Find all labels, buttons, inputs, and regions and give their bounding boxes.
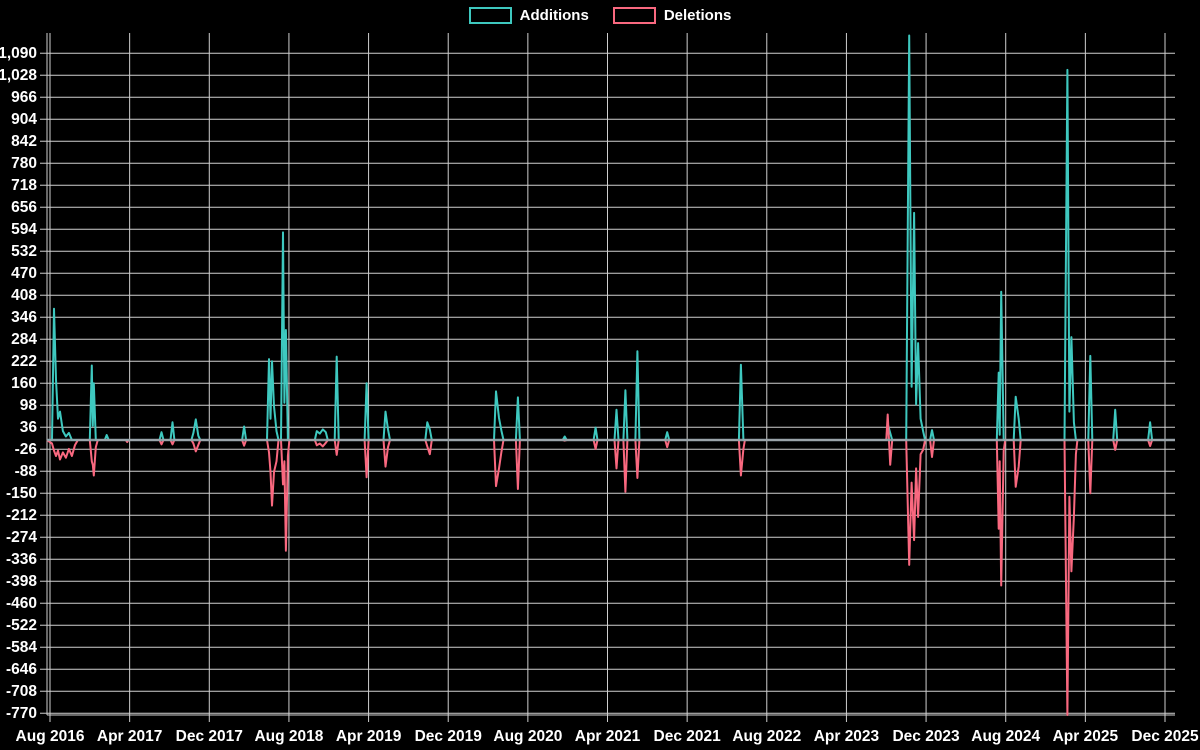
y-tick-label: 532	[11, 243, 37, 260]
y-tick-label: -212	[6, 507, 37, 524]
y-tick-label: -88	[15, 463, 38, 480]
y-tick-label: -398	[6, 573, 37, 590]
y-tick-label: 1,028	[0, 67, 37, 84]
y-tick-label: 780	[11, 155, 37, 172]
x-tick-label: Dec 2019	[415, 728, 483, 745]
x-tick-label: Aug 2020	[493, 728, 562, 745]
y-tick-label: -274	[6, 529, 37, 546]
y-tick-label: 594	[11, 221, 37, 238]
y-tick-label: 966	[11, 89, 37, 106]
y-tick-label: -150	[6, 485, 37, 502]
x-tick-label: Dec 2021	[654, 728, 722, 745]
x-tick-label: Aug 2018	[254, 728, 323, 745]
deletions-swatch-icon	[612, 7, 656, 24]
x-tick-label: Aug 2024	[971, 728, 1040, 745]
y-tick-label: 718	[11, 177, 37, 194]
y-tick-label: 842	[11, 133, 37, 150]
legend-label-additions: Additions	[519, 7, 589, 24]
y-tick-label: -584	[6, 639, 37, 656]
x-tick-label: Apr 2025	[1053, 728, 1119, 745]
x-tick-label: Dec 2017	[176, 728, 243, 745]
additions-swatch-icon	[468, 7, 512, 24]
y-tick-label: -336	[6, 551, 37, 568]
y-tick-label: 98	[20, 397, 38, 414]
y-tick-label: -708	[6, 683, 37, 700]
x-tick-label: Apr 2023	[814, 728, 880, 745]
legend: Additions Deletions	[0, 7, 1200, 24]
x-tick-label: Aug 2022	[732, 728, 801, 745]
y-tick-label: -522	[6, 617, 37, 634]
x-tick-label: Apr 2017	[97, 728, 162, 745]
y-tick-label: -26	[15, 441, 38, 458]
y-tick-label: 1,090	[0, 45, 37, 62]
y-tick-label: -770	[6, 705, 37, 722]
legend-label-deletions: Deletions	[663, 7, 732, 24]
y-tick-label: 408	[11, 287, 37, 304]
y-tick-label: 904	[11, 111, 37, 128]
y-tick-label: 222	[11, 353, 37, 370]
y-tick-label: -460	[6, 595, 37, 612]
y-tick-label: 284	[11, 331, 37, 348]
x-tick-label: Dec 2023	[892, 728, 960, 745]
x-tick-label: Apr 2019	[336, 728, 402, 745]
y-tick-label: 656	[11, 199, 37, 216]
x-tick-label: Dec 2025	[1131, 728, 1199, 745]
x-tick-label: Aug 2016	[16, 728, 85, 745]
legend-item-additions[interactable]: Additions	[468, 7, 589, 24]
x-tick-label: Apr 2021	[575, 728, 641, 745]
y-tick-label: 160	[11, 375, 37, 392]
y-tick-label: -646	[6, 661, 37, 678]
y-tick-label: 36	[20, 419, 38, 436]
y-tick-label: 346	[11, 309, 37, 326]
y-tick-label: 470	[11, 265, 37, 282]
legend-item-deletions[interactable]: Deletions	[612, 7, 732, 24]
